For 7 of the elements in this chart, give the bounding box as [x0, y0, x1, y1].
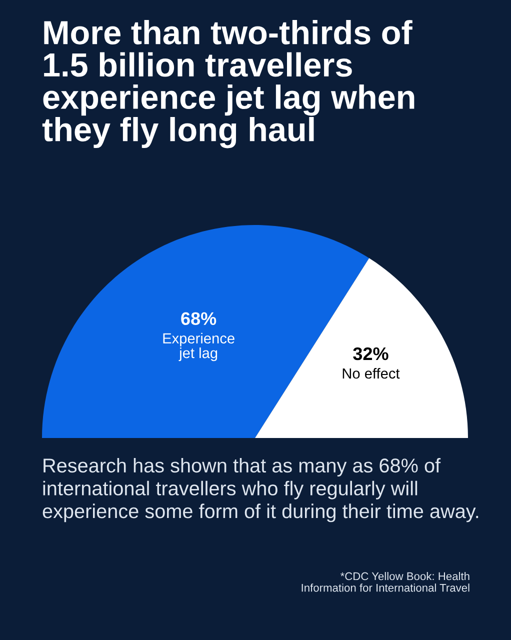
- text: Research has shown that as many as 68% of international travellers who fly regularly will experience some form of it during their time away.: [42, 458, 478, 522]
- chart-title: More than two-thirds of 1.5 billion travellers experience jet lag when they fly long haul: [42, 20, 414, 148]
- data-label: 68%: [181, 312, 216, 325]
- text: *CDC Yellow Book: Health Information for International Travel: [302, 572, 470, 592]
- slice-label: No effect: [342, 368, 400, 379]
- data-label: 32%: [353, 347, 388, 360]
- slice-label: Experience jet lag: [163, 332, 234, 362]
